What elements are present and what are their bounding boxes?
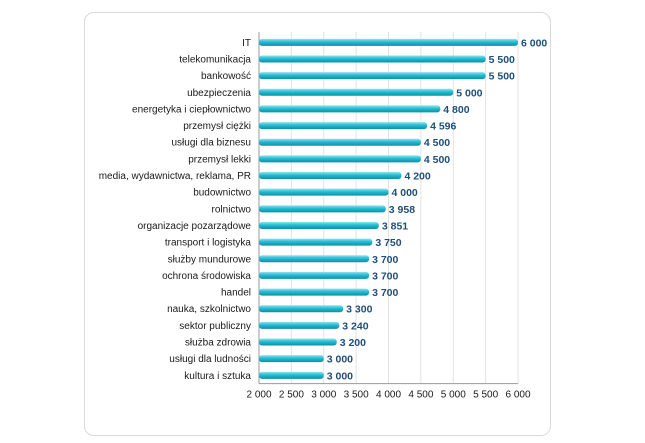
category-label: energetyka i ciepłownictwo bbox=[132, 104, 251, 115]
category-label: media, wydawnictwa, reklama, PR bbox=[99, 171, 251, 182]
salary-bar-chart: 2 000 2 500 3 000 3 500 4 000 4 500 5 000 5 500… bbox=[99, 32, 548, 401]
category-label: telekomunikacja bbox=[179, 54, 251, 65]
category-label: handel bbox=[221, 288, 251, 299]
category-label: nauka, szkolnictwo bbox=[167, 304, 251, 315]
bar bbox=[259, 288, 370, 296]
value-label: 6 000 bbox=[521, 37, 547, 49]
value-label: 3 851 bbox=[382, 220, 408, 232]
value-label: 4 596 bbox=[430, 121, 456, 133]
category-label: usługi dla biznesu bbox=[172, 138, 252, 149]
value-label: 3 200 bbox=[340, 337, 366, 349]
category-label: służby mundurowe bbox=[168, 254, 252, 265]
category-label: IT bbox=[242, 38, 251, 49]
value-label: 4 500 bbox=[424, 137, 450, 149]
bar bbox=[259, 88, 454, 96]
category-label: organizacje pozarządowe bbox=[138, 221, 252, 232]
bar bbox=[259, 305, 344, 313]
value-label: 3 300 bbox=[346, 304, 372, 316]
category-label: ochrona środowiska bbox=[162, 271, 251, 282]
x-tick-label: 4 500 bbox=[408, 390, 433, 401]
value-label: 4 500 bbox=[424, 154, 450, 166]
bar bbox=[259, 371, 324, 379]
bar bbox=[259, 188, 389, 196]
value-label: 3 700 bbox=[372, 254, 398, 266]
value-label: 4 800 bbox=[443, 104, 469, 116]
bar bbox=[259, 138, 421, 146]
value-label: 3 958 bbox=[389, 204, 415, 216]
category-label: przemysł ciężki bbox=[183, 121, 251, 132]
x-tick-label: 3 500 bbox=[344, 390, 369, 401]
bar bbox=[259, 38, 518, 46]
value-label: 5 500 bbox=[489, 54, 515, 66]
chart-frame: 2 000 2 500 3 000 3 500 4 000 4 500 5 000 5 500… bbox=[84, 12, 551, 436]
value-label: 4 200 bbox=[404, 171, 430, 183]
bar bbox=[259, 155, 421, 163]
x-tick-label: 2 000 bbox=[246, 390, 271, 401]
bar bbox=[259, 72, 486, 80]
bar bbox=[259, 355, 324, 363]
category-label: rolnictwo bbox=[212, 204, 252, 215]
bar bbox=[259, 321, 340, 329]
category-label: usługi dla ludności bbox=[169, 354, 251, 365]
bar bbox=[259, 55, 486, 63]
category-label: służba zdrowia bbox=[185, 338, 252, 349]
value-label: 3 240 bbox=[342, 320, 368, 332]
value-label: 3 700 bbox=[372, 270, 398, 282]
value-label: 4 000 bbox=[392, 187, 418, 199]
x-tick-label: 6 000 bbox=[505, 390, 530, 401]
category-label: sektor publiczny bbox=[179, 321, 251, 332]
category-label: kultura i sztuka bbox=[184, 371, 251, 382]
category-label: bankowość bbox=[201, 71, 251, 82]
category-label: ubezpieczenia bbox=[187, 88, 251, 99]
bars-layer bbox=[259, 38, 518, 379]
bar bbox=[259, 122, 428, 130]
bar bbox=[259, 221, 379, 229]
bar bbox=[259, 172, 402, 180]
bar bbox=[259, 238, 373, 246]
category-label: transport i logistyka bbox=[165, 238, 252, 249]
bar bbox=[259, 255, 370, 263]
category-label: przemysł lekki bbox=[188, 154, 251, 165]
value-label: 3 700 bbox=[372, 287, 398, 299]
x-tick-label: 5 500 bbox=[473, 390, 498, 401]
value-label: 5 500 bbox=[489, 71, 515, 83]
value-label: 3 000 bbox=[327, 370, 353, 382]
x-tick-label: 4 000 bbox=[376, 390, 401, 401]
value-label: 3 750 bbox=[375, 237, 401, 249]
category-label: budownictwo bbox=[193, 188, 251, 199]
value-label: 3 000 bbox=[327, 354, 353, 366]
value-label: 5 000 bbox=[456, 87, 482, 99]
bar bbox=[259, 338, 337, 346]
bar bbox=[259, 271, 370, 279]
bar bbox=[259, 105, 441, 113]
x-tick-label: 2 500 bbox=[279, 390, 304, 401]
x-tick-label: 3 000 bbox=[311, 390, 336, 401]
labels-layer: 2 000 2 500 3 000 3 500 4 000 4 500 5 000 5 500… bbox=[99, 37, 548, 400]
bar bbox=[259, 205, 386, 213]
x-tick-label: 5 000 bbox=[441, 390, 466, 401]
